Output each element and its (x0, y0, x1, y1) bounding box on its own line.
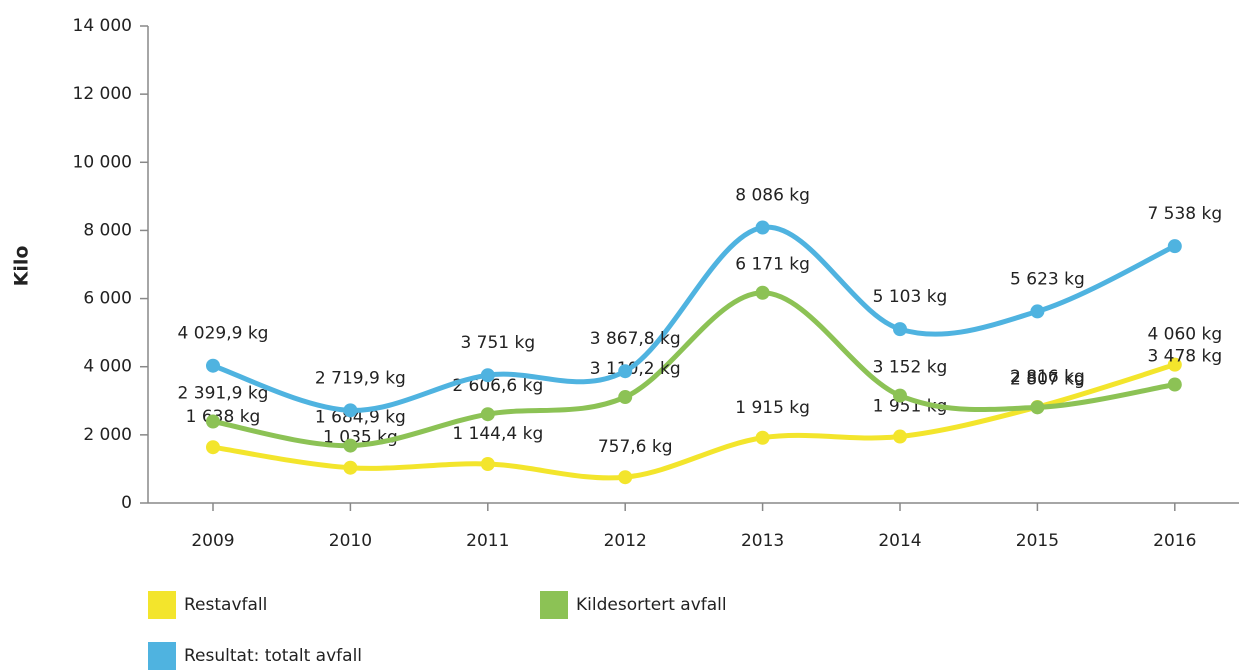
y-tick-label: 6 000 (83, 289, 132, 309)
data-label: 6 171 kg (735, 255, 810, 275)
point (1030, 400, 1045, 415)
x-tick-label: 2016 (1153, 531, 1196, 551)
data-label: 8 086 kg (735, 185, 810, 205)
legend-swatch (148, 591, 176, 619)
point (893, 388, 907, 403)
point (343, 403, 358, 418)
point (343, 460, 358, 475)
data-label: 2 807 kg (1010, 369, 1085, 389)
data-label: 5 103 kg (873, 287, 948, 307)
data-label: 2 719,9 kg (315, 368, 406, 388)
y-tick-label: 4 000 (83, 357, 132, 377)
point (343, 438, 358, 453)
line (212, 290, 1176, 449)
line (212, 224, 1176, 413)
data-label: 1 915 kg (735, 398, 810, 418)
legend-label: Restavfall (184, 595, 267, 615)
legend-label: Kildesortert avfall (576, 595, 727, 615)
data-label: 3 152 kg (873, 358, 948, 378)
data-label: 2 816 kg (1010, 367, 1085, 387)
x-tick-label: 2009 (191, 531, 234, 551)
point (480, 407, 495, 422)
data-label: 1 144,4 kg (452, 424, 543, 444)
data-label: 1 951 kg (873, 397, 948, 417)
data-label: 2 606,6 kg (452, 376, 543, 396)
x-tick-label: 2011 (466, 531, 509, 551)
data-label: 757,6 kg (598, 437, 673, 457)
point (1167, 239, 1182, 254)
x-tick-label: 2010 (329, 531, 372, 551)
point (755, 430, 770, 445)
x-tick-label: 2014 (878, 531, 921, 551)
data-label: 5 623 kg (1010, 269, 1085, 289)
data-label: 4 029,9 kg (178, 324, 269, 344)
y-tick-label: 0 (121, 493, 132, 513)
legend-swatch (540, 591, 568, 619)
point (206, 414, 220, 429)
data-label: 2 391,9 kg (178, 384, 269, 404)
y-tick-label: 8 000 (83, 220, 132, 240)
data-label: 4 060 kg (1147, 325, 1222, 345)
point (480, 368, 495, 383)
legend-swatch (148, 642, 176, 670)
y-axis-label: Kilo (11, 246, 33, 287)
legend-label: Resultat: totalt avfall (184, 646, 362, 666)
point (1167, 357, 1182, 372)
point (480, 457, 495, 472)
point (618, 470, 633, 485)
line (212, 362, 1176, 481)
x-tick-label: 2012 (604, 531, 647, 551)
point (1030, 304, 1045, 319)
point (206, 440, 220, 455)
data-label: 3 110,2 kg (590, 359, 681, 379)
y-tick-label: 14 000 (73, 16, 132, 36)
data-label: 1 638 kg (186, 407, 261, 427)
point (755, 220, 770, 235)
y-tick-label: 2 000 (83, 425, 132, 445)
data-label: 3 751 kg (460, 333, 535, 353)
point (1167, 377, 1182, 392)
y-tick-label: 10 000 (73, 152, 132, 172)
point (618, 390, 633, 405)
y-tick-label: 12 000 (73, 84, 132, 104)
x-tick-label: 2015 (1016, 531, 1059, 551)
point (755, 285, 770, 300)
x-tick-label: 2013 (741, 531, 784, 551)
data-label: 3 867,8 kg (590, 329, 681, 349)
point (206, 358, 220, 373)
data-label: 3 478 kg (1147, 346, 1222, 366)
data-label: 7 538 kg (1147, 204, 1222, 224)
point (893, 322, 907, 337)
point (893, 429, 907, 444)
data-label: 1 684,9 kg (315, 408, 406, 428)
point (618, 364, 633, 379)
